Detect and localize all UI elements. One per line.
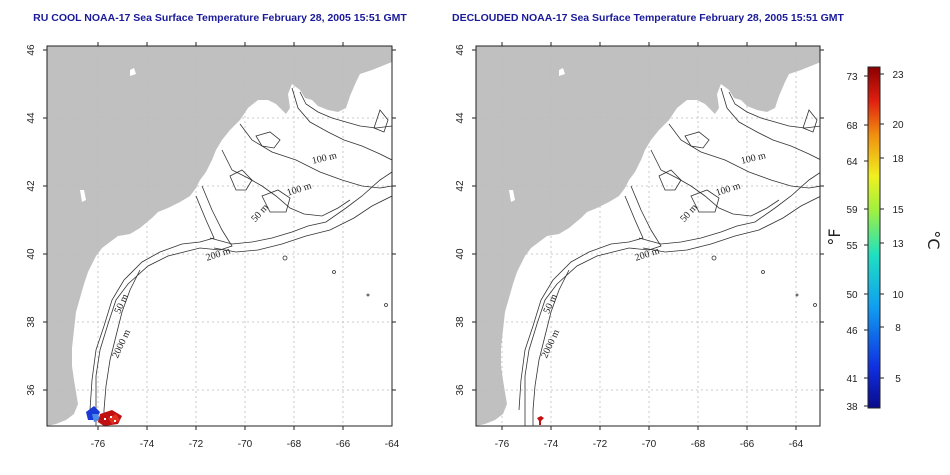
sst-data-patch — [537, 416, 544, 425]
lon-tick-label: -68 — [691, 439, 706, 450]
left-map-panel: RU COOL NOAA-17 Sea Surface Temperature … — [26, 12, 407, 450]
lon-tick-label: -64 — [385, 439, 400, 450]
fahrenheit-tick-label: 46 — [846, 326, 858, 337]
lon-tick-label: -64 — [789, 439, 804, 450]
right-map-frame — [475, 45, 821, 427]
colorbar: 73 68 64 59 55 50 46 41 38 23 20 18 15 1… — [825, 66, 943, 413]
left-map-frame — [46, 45, 393, 427]
lat-tick-label: 44 — [26, 112, 37, 124]
land-mass — [476, 46, 820, 426]
lon-tick-label: -76 — [91, 439, 106, 450]
left-map-title: RU COOL NOAA-17 Sea Surface Temperature … — [33, 12, 407, 24]
left-map-area: 100 m 100 m 50 m 200 m 50 m 2000 m — [47, 46, 392, 426]
celsius-ticks: 23 20 18 15 13 10 8 5 — [892, 70, 904, 385]
lat-tick-label: 36 — [26, 384, 37, 396]
celsius-tick-label: 13 — [892, 239, 904, 250]
fahrenheit-tick-label: 50 — [846, 290, 858, 301]
lon-tick-label: -76 — [495, 439, 510, 450]
right-lon-ticks — [501, 42, 797, 430]
lat-tick-label: 38 — [455, 316, 466, 328]
sst-data-patch — [86, 406, 122, 426]
celsius-axis-label: °C — [924, 230, 943, 249]
lat-tick-label: 36 — [455, 384, 466, 396]
right-lat-tick-labels: 36 38 40 42 44 46 — [455, 44, 466, 396]
lon-tick-label: -70 — [238, 439, 253, 450]
lon-tick-label: -72 — [593, 439, 608, 450]
lat-tick-label: 40 — [26, 248, 37, 260]
celsius-tick-label: 5 — [895, 374, 901, 385]
lon-tick-label: -66 — [740, 439, 755, 450]
lon-tick-label: -74 — [544, 439, 559, 450]
lat-tick-label: 46 — [26, 44, 37, 56]
depth-contours — [89, 87, 392, 426]
right-map-area: 100 m 100 m 50 m 200 m 50 m 2000 m — [476, 46, 820, 426]
land-mass — [47, 46, 392, 426]
lat-tick-label: 44 — [455, 112, 466, 124]
lon-tick-label: -72 — [189, 439, 204, 450]
right-map-title: DECLOUDED NOAA-17 Sea Surface Temperatur… — [452, 12, 845, 24]
celsius-tick-label: 20 — [892, 120, 904, 131]
fahrenheit-tick-label: 38 — [846, 402, 858, 413]
lat-tick-label: 42 — [26, 180, 37, 192]
celsius-tick-label: 10 — [892, 290, 904, 301]
depth-contours — [518, 87, 820, 426]
fahrenheit-tick-label: 64 — [846, 157, 858, 168]
grid-lines — [47, 46, 392, 426]
right-map-panel: DECLOUDED NOAA-17 Sea Surface Temperatur… — [452, 12, 845, 450]
lon-tick-label: -66 — [336, 439, 351, 450]
colorbar-gradient — [867, 66, 881, 409]
fahrenheit-tick-label: 68 — [846, 121, 858, 132]
left-lon-tick-labels: -76 -74 -72 -70 -68 -66 -64 — [91, 439, 400, 450]
left-lat-tick-labels: 36 38 40 42 44 46 — [26, 44, 37, 396]
fahrenheit-axis-label: °F — [825, 228, 844, 245]
fahrenheit-tick-label: 55 — [846, 241, 858, 252]
grid-lines — [476, 46, 820, 426]
fahrenheit-tick-label: 41 — [846, 374, 858, 385]
celsius-tick-label: 23 — [892, 70, 904, 81]
fahrenheit-ticks: 73 68 64 59 55 50 46 41 38 — [846, 72, 858, 413]
celsius-tick-label: 18 — [892, 154, 904, 165]
lat-tick-label: 38 — [26, 316, 37, 328]
lat-tick-label: 40 — [455, 248, 466, 260]
fahrenheit-tick-label: 73 — [846, 72, 858, 83]
lon-tick-label: -70 — [642, 439, 657, 450]
celsius-tick-label: 8 — [895, 323, 901, 334]
left-lon-ticks — [97, 42, 344, 430]
lat-tick-label: 42 — [455, 180, 466, 192]
fahrenheit-tick-label: 59 — [846, 205, 858, 216]
right-lat-ticks — [472, 49, 824, 391]
lon-tick-label: -74 — [140, 439, 155, 450]
celsius-tick-label: 15 — [892, 205, 904, 216]
lat-tick-label: 46 — [455, 44, 466, 56]
lon-tick-label: -68 — [287, 439, 302, 450]
left-lat-ticks — [43, 49, 396, 391]
right-lon-tick-labels: -76 -74 -72 -70 -68 -66 -64 — [495, 439, 804, 450]
